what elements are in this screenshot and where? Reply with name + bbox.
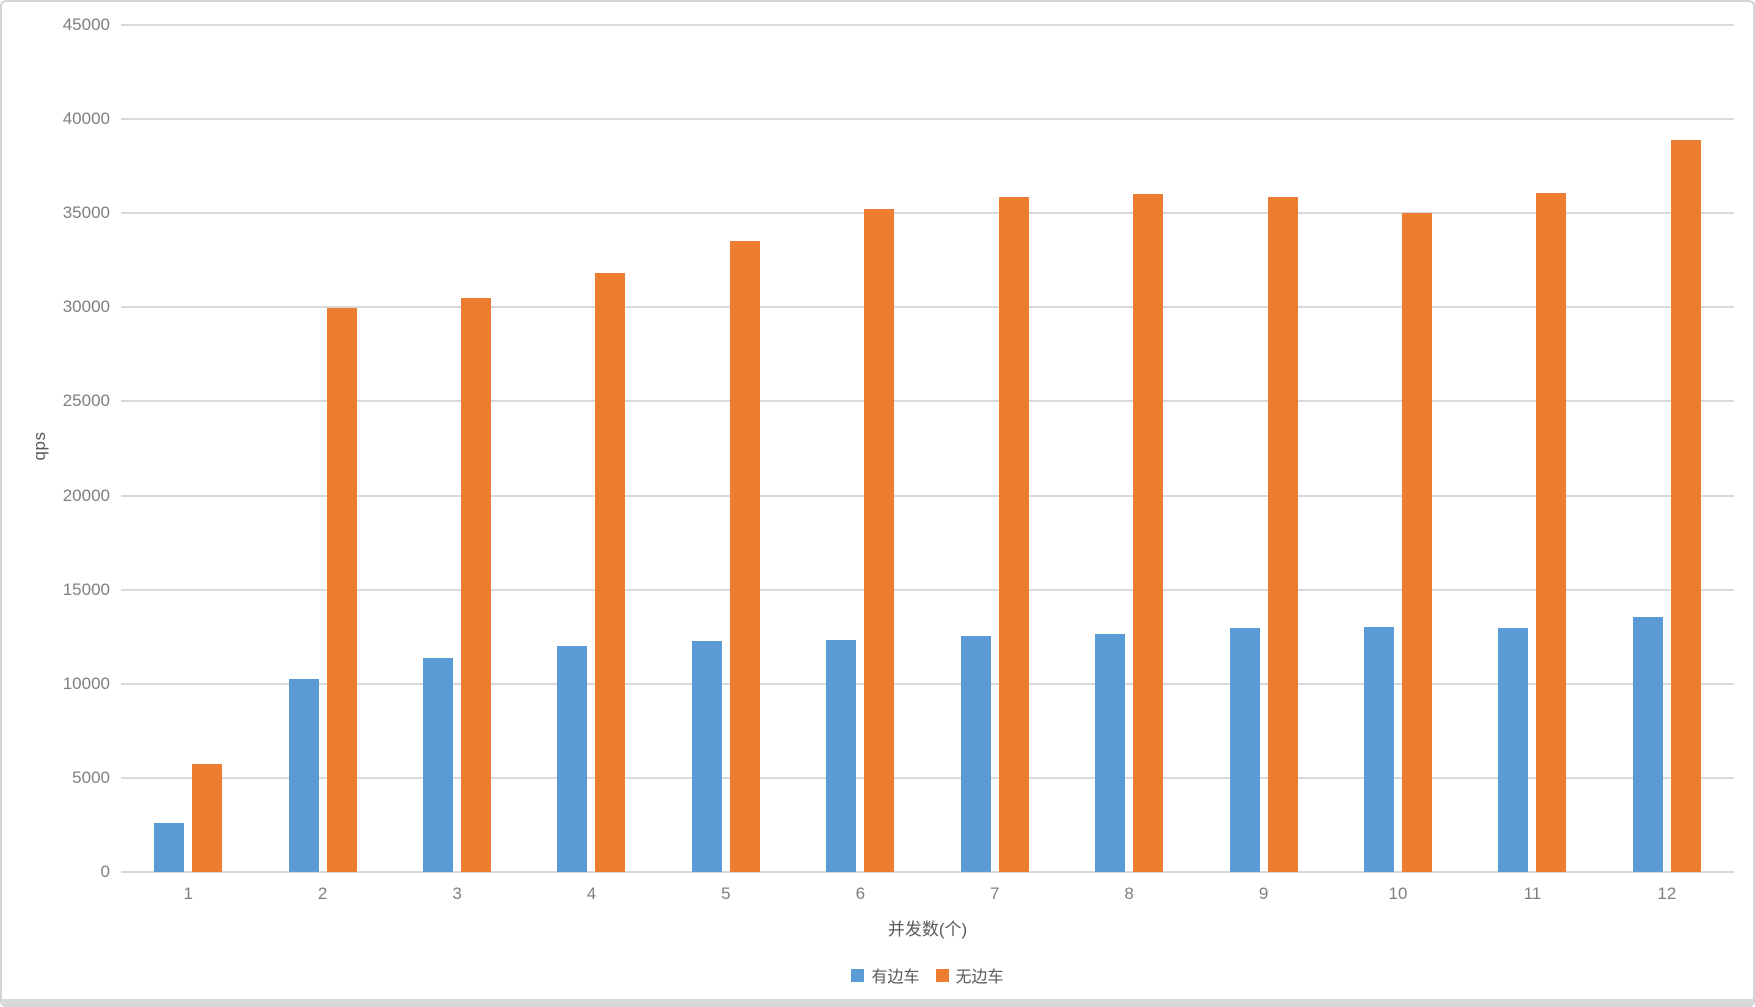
bar-no-sidecar-12[interactable] [1670,139,1701,872]
gridline-0 [121,871,1734,873]
y-tick-label-5000: 5000 [72,768,110,787]
bar-with-sidecar-8[interactable] [1095,633,1126,872]
bar-no-sidecar-7[interactable] [998,197,1029,872]
category-cell-4 [524,25,658,872]
y-tick-label-0: 0 [100,862,110,881]
plot-area [121,24,1734,873]
bar-no-sidecar-3[interactable] [461,297,492,872]
x-tick-label-8: 8 [1124,884,1134,903]
legend-swatch-with-sidecar [851,968,865,982]
bar-no-sidecar-1[interactable] [192,763,223,872]
bar-with-sidecar-11[interactable] [1498,628,1529,872]
bar-no-sidecar-9[interactable] [1267,197,1298,872]
x-tick-label-12: 12 [1657,884,1677,903]
y-tick-label-20000: 20000 [62,486,110,505]
bar-with-sidecar-3[interactable] [423,658,454,872]
y-tick-label-25000: 25000 [62,391,110,410]
y-tick-label-45000: 45000 [62,15,110,34]
y-tick-label-10000: 10000 [62,674,110,693]
category-cell-8 [1062,25,1196,872]
bar-no-sidecar-6[interactable] [864,209,895,872]
x-tick-label-11: 11 [1523,884,1542,903]
bar-with-sidecar-5[interactable] [691,641,722,872]
x-tick-label-9: 9 [1258,884,1269,903]
bar-no-sidecar-10[interactable] [1402,213,1432,872]
gridline-30000 [121,306,1734,308]
gridline-15000 [121,589,1734,591]
bar-with-sidecar-12[interactable] [1632,616,1663,872]
category-cell-11 [1465,25,1599,872]
gridline-10000 [121,683,1734,685]
gridline-45000 [121,24,1734,26]
gridline-40000 [121,118,1734,120]
gridline-35000 [121,212,1734,214]
bar-with-sidecar-6[interactable] [826,639,857,872]
category-cell-12 [1600,25,1734,872]
legend-swatch-no-sidecar [935,968,949,982]
category-cell-6 [793,25,927,872]
legend-label-with-sidecar: 有边车 [871,969,920,986]
bar-no-sidecar-2[interactable] [326,308,357,872]
category-cell-10 [1331,25,1465,872]
y-tick-label-35000: 35000 [62,203,110,222]
gridline-20000 [121,495,1734,497]
x-tick-label-6: 6 [855,884,866,903]
category-cell-5 [659,25,793,872]
bar-no-sidecar-5[interactable] [729,240,760,872]
category-cell-3 [390,25,524,872]
x-axis-tick-labels: 1 2 3 4 5 6 7 8 9 10 11 12 [121,884,1734,904]
x-tick-label-1: 1 [183,884,193,903]
bar-with-sidecar-7[interactable] [960,635,991,872]
bar-no-sidecar-11[interactable] [1536,193,1567,872]
legend: 有边车 无边车 [121,963,1734,987]
gridline-25000 [121,400,1734,402]
y-tick-label-15000: 15000 [62,580,110,599]
bar-with-sidecar-4[interactable] [557,646,588,872]
x-tick-label-2: 2 [317,884,328,903]
bottom-strip [2,999,1753,1005]
legend-item-with-sidecar[interactable]: 有边车 [851,963,920,987]
x-tick-label-3: 3 [452,884,462,903]
x-tick-label-10: 10 [1388,884,1408,903]
bar-no-sidecar-4[interactable] [595,273,626,872]
y-tick-label-40000: 40000 [62,109,110,128]
category-cell-9 [1196,25,1330,872]
bar-with-sidecar-1[interactable] [154,823,185,872]
x-tick-label-5: 5 [721,884,731,903]
legend-label-no-sidecar: 无边车 [955,969,1004,986]
category-cell-2 [255,25,389,872]
x-axis-title: 并发数(个) [887,920,968,939]
bars-row [121,25,1734,872]
y-axis-tick-labels: 0 5000 10000 15000 20000 25000 30000 35000 40000… [10,2,110,1005]
bar-with-sidecar-9[interactable] [1229,628,1260,872]
bar-with-sidecar-10[interactable] [1364,627,1394,872]
legend-item-no-sidecar[interactable]: 无边车 [935,963,1004,987]
category-cell-7 [928,25,1062,872]
y-tick-label-30000: 30000 [62,297,110,316]
bar-with-sidecar-2[interactable] [288,679,319,872]
x-tick-label-7: 7 [990,884,1000,903]
bar-no-sidecar-8[interactable] [1133,194,1164,872]
x-tick-label-4: 4 [586,884,597,903]
category-cell-1 [121,25,255,872]
gridline-5000 [121,777,1734,779]
